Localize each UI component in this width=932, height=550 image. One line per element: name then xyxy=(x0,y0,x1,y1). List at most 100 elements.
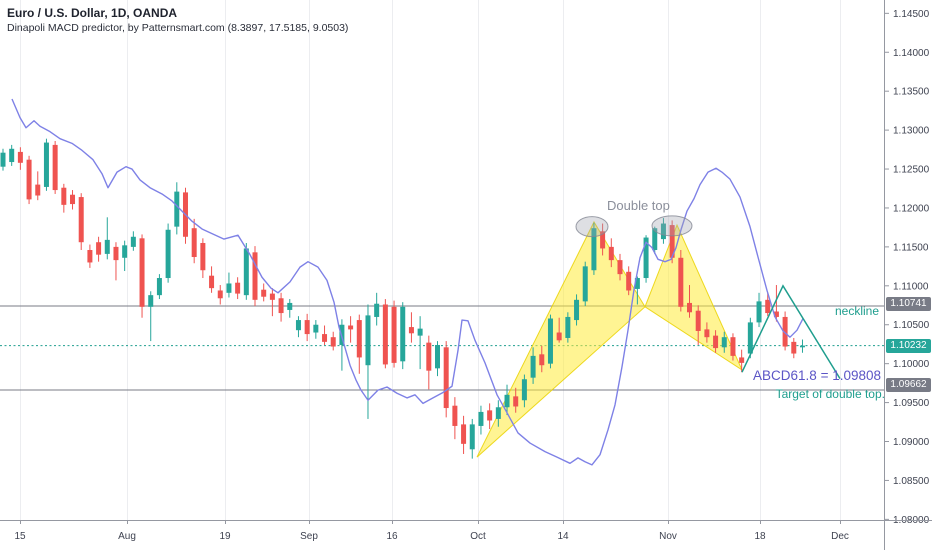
candle-body xyxy=(78,197,84,243)
candle-body xyxy=(669,225,675,258)
candle-body xyxy=(756,301,762,323)
candle-body xyxy=(408,327,414,334)
candle-body xyxy=(435,344,440,369)
candle-body xyxy=(0,152,6,167)
double-top-annotation[interactable]: Double top xyxy=(607,198,670,213)
candle-body xyxy=(287,302,293,310)
candle-body xyxy=(539,354,545,366)
candle-body xyxy=(9,148,15,163)
price-levels xyxy=(0,305,884,391)
candle-body xyxy=(156,278,162,296)
candle-body xyxy=(278,298,284,314)
candle-body xyxy=(582,266,588,302)
candle-body xyxy=(217,290,223,299)
candle-body xyxy=(765,299,771,314)
candle-body xyxy=(713,335,719,349)
svg-text:1.09500: 1.09500 xyxy=(893,398,930,409)
candle-body xyxy=(35,184,41,196)
price-axis[interactable]: 1.080001.085001.090001.095001.100001.105… xyxy=(884,0,930,550)
svg-text:19: 19 xyxy=(219,531,231,542)
plot-area xyxy=(0,0,884,520)
svg-text:1.08500: 1.08500 xyxy=(893,476,930,487)
candle-body xyxy=(113,246,119,261)
candle-body xyxy=(678,257,684,307)
svg-text:1.11500: 1.11500 xyxy=(893,242,929,253)
candle-body xyxy=(782,316,788,347)
candle-body xyxy=(521,379,527,401)
svg-text:Nov: Nov xyxy=(659,531,677,542)
candle-body xyxy=(26,159,32,200)
svg-text:16: 16 xyxy=(386,531,398,542)
candle-body xyxy=(695,310,701,331)
candle-body xyxy=(235,282,241,294)
candle-body xyxy=(304,320,310,335)
svg-text:Sep: Sep xyxy=(300,531,318,542)
svg-text:Dec: Dec xyxy=(831,531,849,542)
candle-body xyxy=(374,303,380,317)
candle-body xyxy=(452,405,458,426)
candle-body xyxy=(730,337,736,356)
candle-body xyxy=(417,328,423,336)
svg-text:18: 18 xyxy=(754,531,766,542)
candle-body xyxy=(461,424,467,444)
candle-body xyxy=(652,228,658,251)
svg-text:1.13500: 1.13500 xyxy=(893,87,930,98)
candle-body xyxy=(513,396,519,407)
candle-body xyxy=(617,260,623,275)
candle-body xyxy=(269,293,275,300)
svg-text:1.11000: 1.11000 xyxy=(893,281,929,292)
time-axis[interactable]: 15 Aug 19 Sep 16 Oct 14 Nov 18 Dec xyxy=(0,520,932,542)
symbol-title[interactable]: Euro / U.S. Dollar, 1D, OANDA xyxy=(7,6,178,20)
candle-body xyxy=(600,231,606,249)
candle-body xyxy=(487,410,493,421)
candle-body xyxy=(469,424,475,450)
svg-text:Aug: Aug xyxy=(118,531,136,542)
candle-body xyxy=(382,304,388,365)
candle-body xyxy=(70,194,76,205)
svg-text:15: 15 xyxy=(14,531,26,542)
neckline-annotation[interactable]: neckline xyxy=(834,304,879,318)
target-projection-line[interactable] xyxy=(741,284,841,380)
candle-body xyxy=(626,271,632,291)
candle-body xyxy=(687,302,693,313)
candle-body xyxy=(356,320,362,358)
candle-body xyxy=(574,299,580,321)
candle-body xyxy=(200,242,206,271)
svg-text:1.10500: 1.10500 xyxy=(893,320,930,331)
svg-text:1.13000: 1.13000 xyxy=(893,126,930,137)
candle-body xyxy=(365,315,371,366)
double-top-circles[interactable] xyxy=(575,215,693,238)
macd-predictor-line xyxy=(11,98,804,466)
candle-body xyxy=(148,295,154,307)
candles-series xyxy=(0,138,805,459)
svg-text:Oct: Oct xyxy=(470,531,486,542)
candle-body xyxy=(660,223,666,240)
candle-body xyxy=(556,332,562,341)
candle-body xyxy=(478,411,484,426)
candle-body xyxy=(295,320,301,331)
indicator-title[interactable]: Dinapoli MACD predictor, by Patternsmart… xyxy=(7,22,349,34)
double-top-target-annotation[interactable]: Target of double top. xyxy=(775,387,885,401)
candle-body xyxy=(391,306,397,363)
candle-body xyxy=(243,248,249,296)
svg-text:14: 14 xyxy=(557,531,569,542)
candle-body xyxy=(17,151,23,163)
candle-body xyxy=(165,229,171,279)
candle-body xyxy=(739,357,745,363)
candle-body xyxy=(130,236,136,247)
candle-body xyxy=(426,342,432,371)
candle-body xyxy=(591,228,597,271)
candle-body xyxy=(547,318,553,364)
candle-body xyxy=(791,341,797,354)
candle-body xyxy=(43,142,49,187)
candle-body xyxy=(634,278,640,289)
candle-body xyxy=(191,228,197,258)
candle-body xyxy=(122,245,128,258)
candle-body xyxy=(209,275,215,289)
candle-body xyxy=(52,144,58,191)
candle-body xyxy=(704,329,710,338)
abcd-target-annotation[interactable]: ABCD61.8 = 1.09808 xyxy=(753,368,881,383)
svg-text:1.10000: 1.10000 xyxy=(893,359,930,370)
